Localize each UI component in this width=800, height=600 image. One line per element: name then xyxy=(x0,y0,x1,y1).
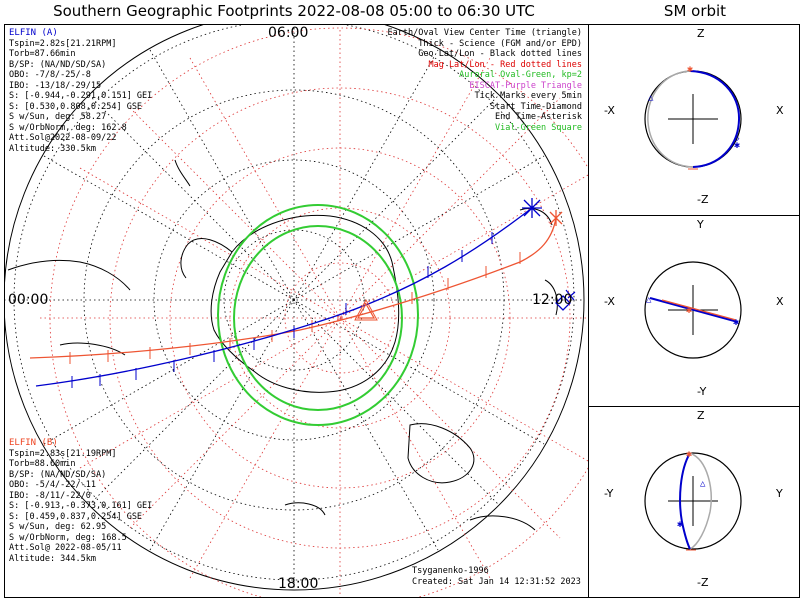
elfin-b-end-asterisk xyxy=(549,210,563,226)
elfin-a-line: Att.Sol@2022-08-09/22 xyxy=(9,133,117,143)
elfin-a-line: Altitude: 330.5km xyxy=(9,143,96,154)
elfin-b-track xyxy=(29,210,563,364)
time-label-bottom: 18:00 xyxy=(278,576,319,592)
elfin-b-line: B/SP: (NA/ND/SD/SA) xyxy=(9,469,107,480)
view-center-triangle xyxy=(356,302,376,319)
sm3-top: Z xyxy=(697,409,705,422)
sm2-top: Y xyxy=(697,218,704,231)
elfin-a-line: IBO: -13/18/-29/15 xyxy=(9,80,102,91)
start-diamond xyxy=(555,295,571,311)
legend-entry: Mag Lat/Lon - Red dotted lines xyxy=(428,59,582,70)
elfin-b-line: IBO: -8/11/-22/0 xyxy=(9,490,91,501)
sm-orbit-title: SM orbit xyxy=(663,2,727,20)
svg-text:△: △ xyxy=(646,295,652,305)
sm1-right: X xyxy=(776,104,784,117)
globe-outline xyxy=(5,25,585,591)
legend-entry: Vial-Green Square xyxy=(495,122,582,133)
time-label-right: 12:00 xyxy=(532,292,573,308)
sm3-left: -Y xyxy=(604,487,614,500)
svg-text:✱: ✱ xyxy=(733,317,739,328)
elfin-b-line: Torb=88.60min xyxy=(9,459,76,469)
legend-entry: Geo Lat/Lon - Black dotted lines xyxy=(418,49,582,59)
svg-text:◇: ◇ xyxy=(734,134,740,144)
time-label-left: 00:00 xyxy=(8,292,49,308)
elfin-a-line: S w/Sun, deg: 58.27 xyxy=(9,112,107,122)
legend-entry: Thick - Science (FGM and/or EPD) xyxy=(418,38,582,49)
legend-entry: Auroral Oval-Green, kp=2 xyxy=(459,70,582,80)
elfin-b-name: ELFIN (B) xyxy=(9,438,58,448)
elfin-a-line: OBO: -7/8/-25/-8 xyxy=(9,70,91,80)
sm2-right: X xyxy=(776,295,784,308)
elfin-a-line: S: [-0.944,-0.291,0.151] GEI xyxy=(9,91,153,101)
elfin-b-line: S w/OrbNorm, deg: 168.5 xyxy=(9,532,127,543)
legend-entry: Earth/Oval View Center Time (triangle) xyxy=(387,28,582,38)
svg-text:✱: ✱ xyxy=(686,449,692,460)
auroral-ovals xyxy=(217,204,419,426)
elfin-b-line: S: [0.459,0.837,0.254] GSE xyxy=(9,511,143,522)
elfin-b-info: ELFIN (B) Tspin=2.83s[21.19RPM] Torb=88.6… xyxy=(9,438,152,564)
elfin-b-line: S w/Sun, deg: 62.95 xyxy=(9,522,107,532)
elfin-b-line: S: [-0.913,-0.373,0.161] GEI xyxy=(9,501,153,511)
sm1-top: Z xyxy=(697,27,705,40)
elfin-a-line: S w/OrbNorm, deg: 162.8 xyxy=(9,122,127,133)
model-label: Tsyganenko-1996 xyxy=(412,566,489,576)
legend-entry: Start Time-Diamond xyxy=(489,101,582,112)
sm3-bottom: -Z xyxy=(697,576,709,589)
legend: Earth/Oval View Center Time (triangle) Th… xyxy=(388,28,582,133)
elfin-a-info: ELFIN (A) Tspin=2.82s[21.21RPM] Torb=87.6… xyxy=(9,28,152,154)
svg-text:✱: ✱ xyxy=(686,305,692,316)
elfin-a-name: ELFIN (A) xyxy=(9,28,58,38)
sm2-bottom: -Y xyxy=(697,385,707,398)
sm2-left: -X xyxy=(604,295,615,308)
time-label-top: 06:00 xyxy=(268,25,309,41)
svg-text:△: △ xyxy=(648,93,654,103)
sm-orbit-yz-graphic: ✱ ✱ △ xyxy=(644,449,742,551)
elfin-a-line: Torb=87.66min xyxy=(9,49,76,59)
elfin-a-track xyxy=(35,198,542,388)
legend-entry: EISCAT-Purple Triangle xyxy=(469,80,582,91)
legend-entry: End Time-Asterisk xyxy=(495,112,582,122)
svg-text:✱: ✱ xyxy=(734,140,740,151)
svg-text:△: △ xyxy=(700,479,706,489)
figure-title: Southern Geographic Footprints 2022-08-0… xyxy=(53,2,535,20)
sm-orbit-xy-graphic: ✱ △ ✱ xyxy=(644,261,742,359)
svg-text:✱: ✱ xyxy=(687,64,693,75)
elfin-a-line: S: [0.530,0.808,0.254] GSE xyxy=(9,101,143,112)
legend-entry: Tick Marks every 5min xyxy=(474,91,582,101)
sm1-left: -X xyxy=(604,104,615,117)
elfin-a-line: B/SP: (NA/ND/SD/SA) xyxy=(9,59,107,70)
elfin-b-line: Tspin=2.83s[21.19RPM] xyxy=(9,448,117,459)
elfin-b-line: OBO: -5/4/-22/-11 xyxy=(9,480,96,490)
elfin-b-line: Att.Sol@ 2022-08-05/11 xyxy=(9,543,122,553)
svg-text:✱: ✱ xyxy=(677,519,683,530)
elfin-b-line: Altitude: 344.5km xyxy=(9,553,96,564)
created-label: Created: Sat Jan 14 12:31:52 2023 xyxy=(412,577,581,587)
sm-orbit-xz-graphic: ✱ ✱ ◇ △ xyxy=(644,64,742,170)
elfin-a-line: Tspin=2.82s[21.21RPM] xyxy=(9,38,117,49)
elfin-a-end-asterisk xyxy=(522,198,542,218)
sm3-right: Y xyxy=(776,487,783,500)
sm1-bottom: -Z xyxy=(697,193,709,206)
